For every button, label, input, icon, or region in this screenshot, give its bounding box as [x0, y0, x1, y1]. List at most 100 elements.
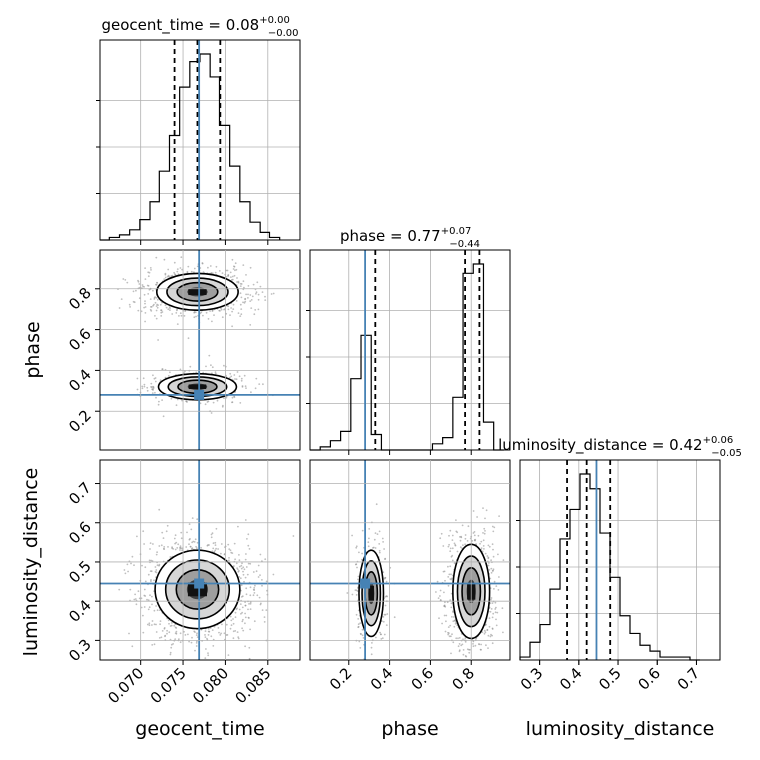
sample-point: [155, 569, 158, 571]
sample-point: [381, 537, 384, 540]
sample-point: [133, 564, 135, 567]
sample-point: [138, 283, 141, 285]
sample-point: [236, 371, 239, 373]
sample-point: [437, 597, 440, 599]
sample-point: [374, 532, 377, 534]
sample-point: [163, 627, 166, 630]
sample-point: [179, 545, 182, 548]
sample-point: [492, 530, 495, 533]
sample-point: [449, 529, 452, 532]
sample-point: [264, 558, 267, 561]
sample-point: [256, 281, 259, 284]
sample-point: [367, 545, 370, 548]
sample-point: [163, 548, 166, 550]
sample-point: [151, 644, 154, 646]
sample-point: [127, 570, 129, 573]
sample-point: [220, 307, 222, 310]
sample-point: [450, 602, 453, 605]
sample-point: [223, 308, 226, 311]
sample-point: [447, 576, 450, 578]
sample-point: [155, 283, 157, 286]
sample-point: [368, 537, 370, 540]
sample-point: [236, 567, 239, 569]
title-luminosity_distance-plus: +0.06: [703, 435, 734, 446]
sample-point: [355, 613, 358, 616]
xlabel-phase: phase: [381, 718, 438, 740]
sample-point: [148, 622, 151, 625]
sample-point: [118, 588, 121, 591]
sample-point: [244, 622, 246, 625]
sample-point: [379, 633, 382, 636]
sample-point: [438, 617, 440, 620]
sample-point: [448, 573, 451, 576]
sample-point: [217, 627, 220, 629]
sample-point: [232, 308, 235, 310]
sample-point: [156, 564, 159, 567]
sample-point: [193, 316, 196, 319]
sample-point: [149, 308, 152, 311]
sample-point: [498, 576, 500, 578]
sample-point: [189, 545, 192, 548]
sample-point: [383, 548, 385, 550]
sample-point: [240, 296, 243, 299]
sample-point: [449, 599, 452, 601]
sample-point: [242, 618, 244, 621]
sample-point: [211, 532, 214, 535]
sample-point: [164, 635, 166, 638]
sample-point: [170, 643, 173, 646]
sample-point: [153, 579, 155, 582]
sample-point: [264, 295, 266, 298]
sample-point: [207, 654, 210, 657]
sample-point: [450, 652, 452, 655]
sample-point: [212, 542, 215, 545]
sample-point: [146, 386, 149, 389]
sample-point: [240, 567, 243, 570]
sample-point: [240, 377, 243, 380]
sample-point: [455, 519, 457, 521]
sample-point: [249, 300, 252, 302]
sample-point: [466, 540, 469, 542]
sample-point: [248, 617, 250, 619]
sample-point: [150, 559, 153, 562]
sample-point: [191, 636, 193, 639]
sample-point: [249, 601, 252, 604]
title-geocent_time-prefix: geocent_time =: [101, 16, 225, 35]
sample-point: [193, 271, 195, 274]
sample-point: [239, 577, 242, 580]
sample-point: [229, 372, 232, 375]
density-core-luminosity_distance_vs_phase-c0: [368, 585, 374, 601]
sample-point: [488, 569, 491, 571]
sample-point: [447, 565, 449, 568]
sample-point: [141, 385, 144, 388]
sample-point: [240, 379, 243, 382]
sample-point: [188, 543, 190, 546]
sample-point: [361, 634, 364, 637]
sample-point: [448, 534, 450, 537]
sample-point: [250, 391, 252, 394]
sample-point: [242, 629, 245, 632]
sample-point: [382, 541, 384, 543]
sample-point: [382, 616, 385, 618]
sample-point: [483, 632, 486, 635]
sample-point: [162, 415, 165, 418]
sample-point: [375, 636, 377, 639]
sample-point: [189, 538, 191, 540]
sample-point: [249, 586, 252, 589]
sample-point: [393, 616, 396, 619]
sample-point: [441, 622, 443, 625]
sample-point: [169, 653, 172, 656]
ylabel-phase: phase: [22, 321, 44, 378]
ytick-label-phase-1: 0.4: [65, 366, 95, 396]
sample-point: [444, 630, 447, 633]
sample-point: [495, 624, 498, 627]
sample-point: [234, 269, 236, 272]
sample-point: [257, 576, 260, 578]
sample-point: [487, 544, 490, 547]
sample-point: [163, 258, 166, 261]
sample-point: [453, 542, 456, 545]
sample-point: [362, 637, 365, 639]
sample-point: [229, 627, 232, 630]
sample-point: [223, 397, 225, 399]
sample-point: [151, 388, 154, 391]
sample-point: [447, 626, 450, 628]
